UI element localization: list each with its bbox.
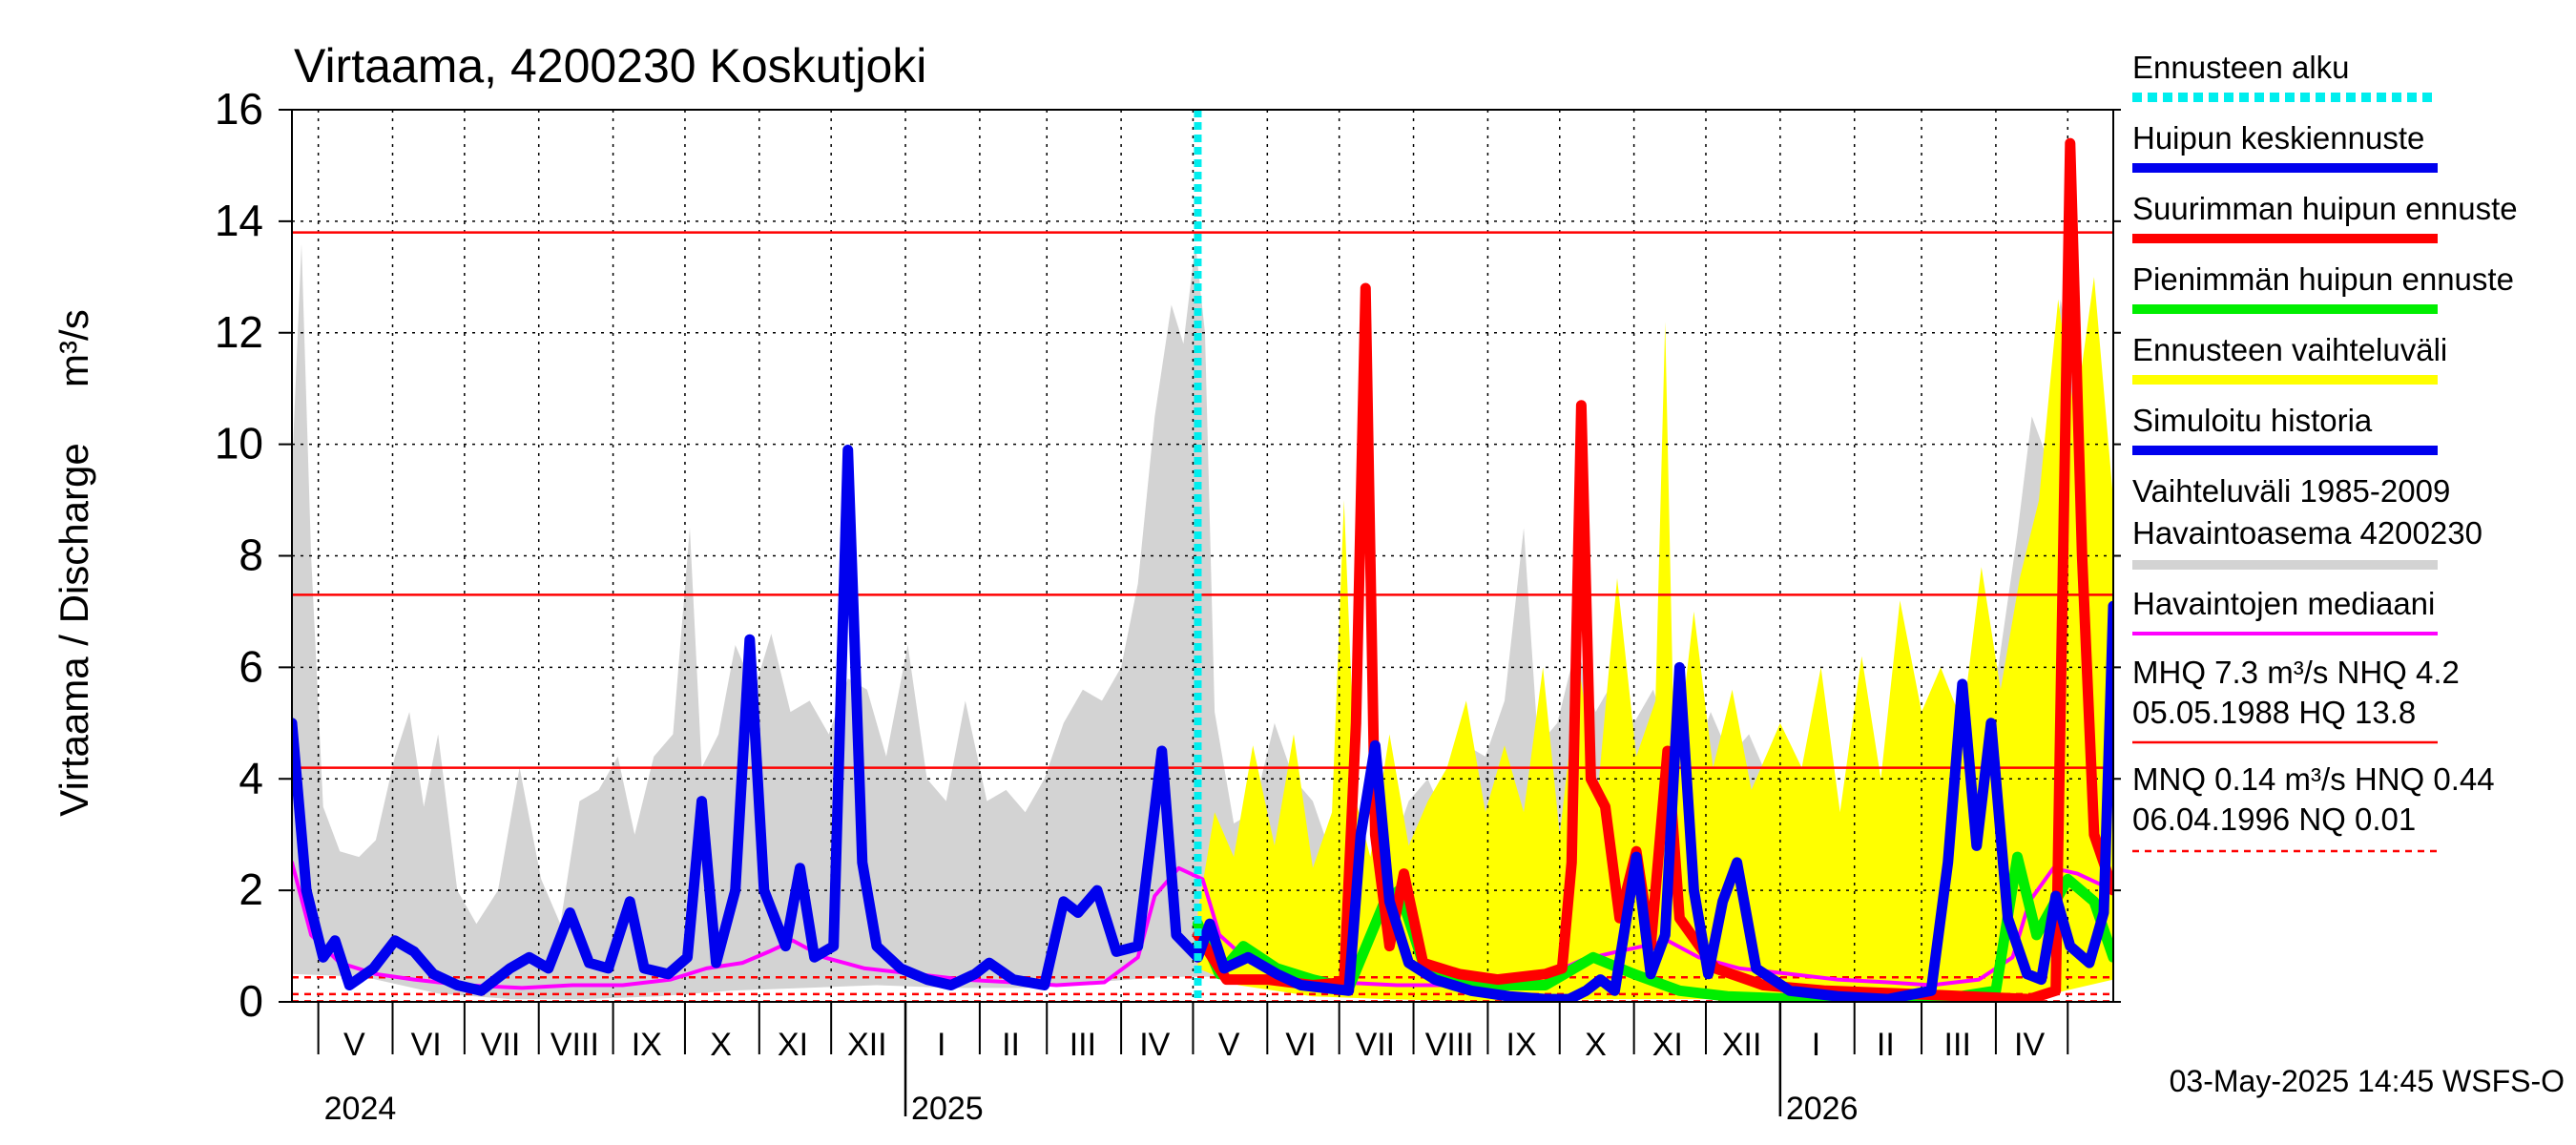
x-tick-label-9: II xyxy=(1002,1027,1020,1063)
x-tick-label-7: XII xyxy=(847,1027,887,1063)
x-tick-label-21: II xyxy=(1877,1027,1895,1063)
x-tick-label-2: VII xyxy=(481,1027,521,1063)
legend-label-5: Simuloitu historia xyxy=(2132,403,2373,438)
legend-label-0: Ennusteen alku xyxy=(2132,50,2350,85)
year-label-2: 2026 xyxy=(1786,1091,1859,1127)
stats-mhq-line: MHQ 7.3 m³/s NHQ 4.2 xyxy=(2132,655,2460,690)
legend-label-6-b: Havaintoasema 4200230 xyxy=(2132,515,2483,551)
y-tick-label-5: 10 xyxy=(215,419,263,468)
y-tick-label-4: 8 xyxy=(239,531,263,580)
y-tick-label-2: 4 xyxy=(239,753,263,802)
timestamp-footer: 03-May-2025 14:45 WSFS-O xyxy=(2170,1064,2565,1098)
y-axis-label: Virtaama / Discharge m³/s xyxy=(52,309,96,816)
x-tick-label-20: I xyxy=(1812,1027,1820,1063)
stats-mnq-line: MNQ 0.14 m³/s HNQ 0.44 xyxy=(2132,761,2495,797)
legend-label-1: Huipun keskiennuste xyxy=(2132,120,2424,156)
chart-title: Virtaama, 4200230 Koskutjoki xyxy=(294,39,926,93)
x-tick-label-16: IX xyxy=(1506,1027,1537,1063)
series-line-2 xyxy=(1193,137,2113,1002)
legend-label-4: Ennusteen vaihteluväli xyxy=(2132,332,2447,367)
x-tick-label-11: IV xyxy=(1139,1027,1170,1063)
x-tick-label-4: IX xyxy=(632,1027,662,1063)
x-tick-label-10: III xyxy=(1070,1027,1096,1063)
x-tick-label-22: III xyxy=(1944,1027,1971,1063)
x-tick-label-17: X xyxy=(1585,1027,1607,1063)
y-tick-label-7: 14 xyxy=(215,196,263,245)
legend: Ennusteen alku Huipun keskiennuste Suurimm… xyxy=(2132,50,2518,853)
year-label-1: 2025 xyxy=(911,1091,984,1127)
series-line-1 xyxy=(1193,851,2113,1002)
x-tick-label-12: V xyxy=(1218,1027,1240,1063)
x-tick-label-13: VI xyxy=(1285,1027,1316,1063)
series-line-3 xyxy=(292,445,2113,1002)
band-1 xyxy=(1197,277,2113,1001)
series-line-0 xyxy=(292,860,2113,990)
x-tick-label-3: VIII xyxy=(551,1027,599,1063)
x-tick-label-18: XI xyxy=(1652,1027,1683,1063)
stats-nq-line: 06.04.1996 NQ 0.01 xyxy=(2132,802,2416,837)
x-tick-label-0: V xyxy=(343,1027,365,1063)
y-tick-label-3: 6 xyxy=(239,641,263,691)
stats-hq-line: 05.05.1988 HQ 13.8 xyxy=(2132,695,2416,730)
plot-area xyxy=(292,110,2113,1002)
legend-label-7: Havaintojen mediaani xyxy=(2132,586,2435,621)
x-tick-label-14: VII xyxy=(1356,1027,1396,1063)
x-tick-label-19: XII xyxy=(1722,1027,1762,1063)
y-tick-label-0: 0 xyxy=(239,976,263,1026)
y-tick-label-8: 16 xyxy=(215,84,263,134)
year-label-0: 2024 xyxy=(324,1091,397,1127)
x-tick-label-8: I xyxy=(937,1027,945,1063)
y-tick-label-6: 12 xyxy=(215,307,263,357)
x-tick-label-1: VI xyxy=(411,1027,442,1063)
y-tick-label-1: 2 xyxy=(239,864,263,914)
x-tick-label-6: XI xyxy=(778,1027,808,1063)
legend-label-2: Suurimman huipun ennuste xyxy=(2132,191,2518,226)
x-tick-label-15: VIII xyxy=(1425,1027,1474,1063)
legend-label-6: Vaihteluväli 1985-2009 xyxy=(2132,473,2450,509)
plot-content xyxy=(292,110,2113,1002)
legend-label-3: Pienimmän huipun ennuste xyxy=(2132,261,2514,297)
x-tick-label-23: IV xyxy=(2014,1027,2045,1063)
x-tick-label-5: X xyxy=(710,1027,732,1063)
